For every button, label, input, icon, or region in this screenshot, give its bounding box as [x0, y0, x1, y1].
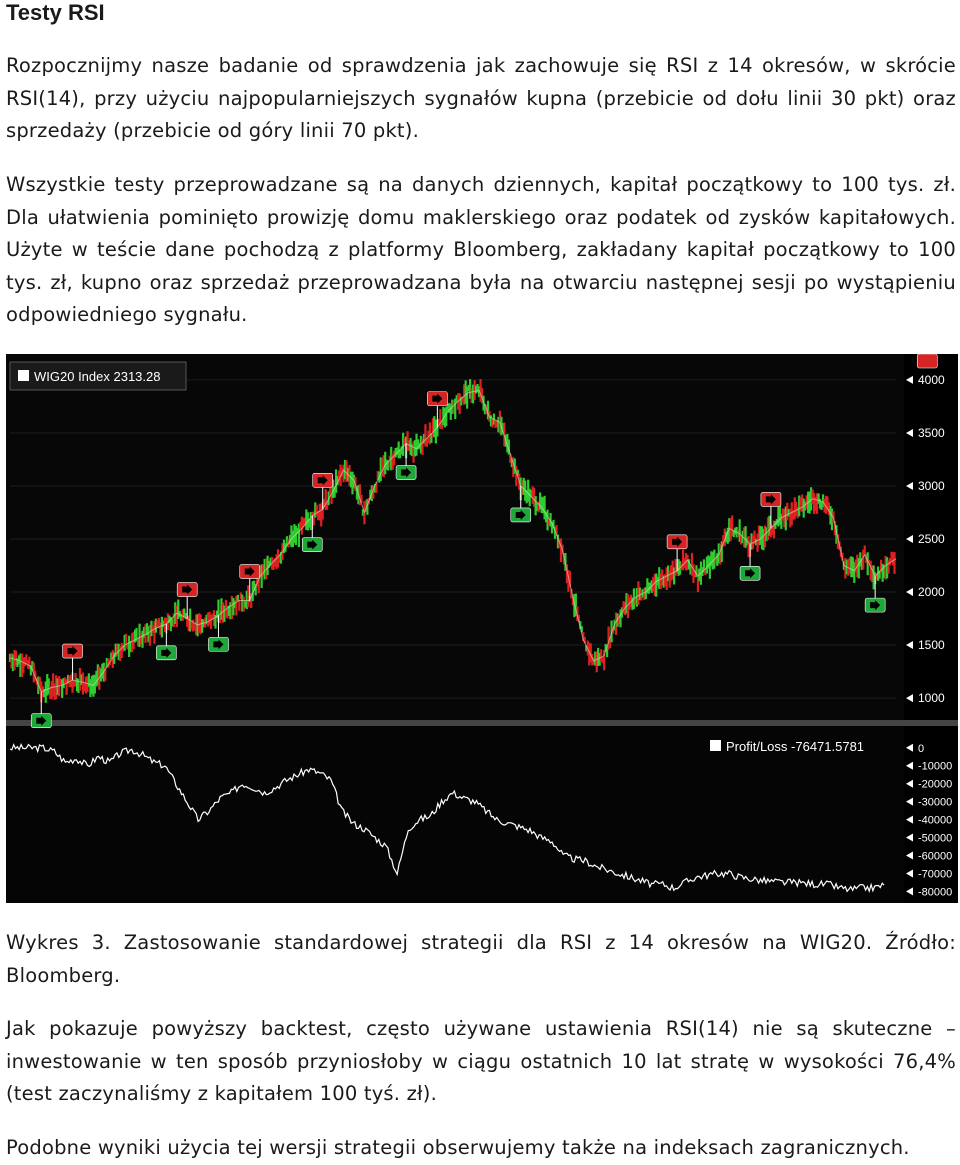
- pnl-legend: Profit/Loss -76471.5781: [710, 739, 864, 754]
- arrow-right-icon: [67, 646, 78, 657]
- buy-signal-marker: [739, 544, 761, 581]
- sell-signal-marker: [916, 354, 938, 369]
- buy-signal-marker: [208, 615, 229, 652]
- pnl-tick-label: -20000: [918, 779, 952, 791]
- page-title: Testy RSI: [6, 0, 105, 25]
- pnl-tick-marker: [906, 869, 913, 878]
- pnl-tick-label: -10000: [918, 761, 952, 773]
- pnl-tick-marker: [906, 851, 913, 860]
- sell-signal-marker: [312, 473, 334, 510]
- arrow-right-icon: [213, 639, 224, 650]
- legend-swatch: [18, 370, 29, 381]
- buy-signal-marker: [510, 485, 532, 523]
- price-tick-marker: [906, 641, 913, 650]
- pnl-tick-label: -80000: [918, 886, 952, 898]
- price-series: [8, 379, 897, 703]
- price-tick-label: 2500: [918, 532, 945, 546]
- arrow-right-icon: [182, 584, 193, 595]
- price-tick-label: 1000: [918, 691, 945, 705]
- arrow-right-icon: [672, 536, 683, 547]
- pnl-tick-marker: [906, 779, 913, 788]
- conclusion-paragraph: Jak pokazuje powyższy backtest, często u…: [6, 1017, 956, 1105]
- price-tick-label: 3500: [918, 426, 945, 440]
- pnl-line: [9, 742, 885, 893]
- intro-paragraph: Rozpocznijmy nasze badanie od sprawdzeni…: [6, 54, 956, 142]
- arrow-right-icon: [36, 715, 47, 726]
- sell-signal-marker: [760, 492, 782, 529]
- price-tick-label: 1500: [918, 638, 945, 652]
- arrow-right-icon: [515, 509, 526, 520]
- price-tick-marker: [906, 375, 913, 384]
- pnl-tick-marker: [906, 815, 913, 824]
- trade-signals: [30, 354, 938, 729]
- price-tick-marker: [906, 588, 913, 597]
- pnl-tick-label: -30000: [918, 797, 952, 809]
- buy-signal-marker: [395, 443, 417, 480]
- price-legend: WIG20 Index 2313.28: [9, 361, 187, 391]
- arrow-right-icon: [244, 566, 255, 577]
- pnl-tick-marker: [906, 761, 913, 770]
- buy-signal-marker: [30, 691, 52, 729]
- rsi-backtest-chart: 1000 1500 2000 2500 3000 3500 4000 0 -10000 -200…: [6, 354, 958, 903]
- arrow-right-icon: [745, 568, 756, 579]
- figure-caption: Wykres 3. Zastosowanie standardowej stra…: [6, 931, 956, 987]
- arrow-right-icon: [870, 600, 881, 611]
- arrow-right-icon: [432, 393, 443, 404]
- price-tick-label: 2000: [918, 585, 945, 599]
- pnl-series: [9, 742, 885, 893]
- pnl-tick-marker: [906, 797, 913, 806]
- arrow-right-icon: [317, 475, 328, 486]
- pnl-tick-marker: [906, 833, 913, 842]
- pnl-legend-label: Profit/Loss -76471.5781: [726, 739, 864, 754]
- pnl-tick-marker: [906, 887, 913, 896]
- arrow-right-icon: [161, 647, 172, 658]
- legend-swatch: [710, 740, 721, 751]
- price-tick-marker: [906, 428, 913, 437]
- pnl-tick-label: -70000: [918, 868, 952, 880]
- panel-divider: [6, 720, 958, 726]
- sell-signal-marker: [62, 643, 83, 681]
- price-y-axis: 1000 1500 2000 2500 3000 3500 4000: [906, 373, 945, 705]
- price-tick-marker: [906, 535, 913, 543]
- pnl-tick-label: -50000: [918, 833, 952, 845]
- pnl-panel: [6, 726, 904, 903]
- sell-signal-marker: [176, 582, 198, 619]
- buy-signal-marker: [156, 623, 177, 661]
- sell-signal-marker: [427, 391, 448, 428]
- price-tick-label: 3000: [918, 479, 945, 493]
- price-legend-label: WIG20 Index 2313.28: [34, 369, 160, 384]
- price-line: [9, 389, 897, 693]
- pnl-tick-label: -40000: [918, 815, 952, 827]
- price-tick-marker: [906, 694, 913, 703]
- pnl-tick-label: -60000: [918, 851, 952, 863]
- price-tick-marker: [906, 481, 913, 490]
- sell-signal-marker: [239, 564, 261, 601]
- arrow-right-icon: [307, 539, 318, 550]
- signal-box: [916, 354, 938, 369]
- price-tick-label: 4000: [918, 373, 945, 387]
- pnl-tick-marker: [906, 743, 913, 752]
- arrow-right-icon: [401, 467, 412, 478]
- pnl-tick-label: 0: [918, 743, 924, 755]
- methodology-paragraph: Wszystkie testy przeprowadzane są na dan…: [6, 173, 956, 326]
- closing-paragraph: Podobne wyniki użycia tej wersji strateg…: [6, 1136, 910, 1159]
- buy-signal-marker: [301, 515, 323, 552]
- pnl-y-axis: 0 -10000 -20000 -30000 -40000 -50000 -60000 -70…: [906, 743, 952, 898]
- sell-signal-marker: [666, 534, 688, 571]
- arrow-right-icon: [765, 494, 776, 505]
- buy-signal-marker: [864, 576, 886, 613]
